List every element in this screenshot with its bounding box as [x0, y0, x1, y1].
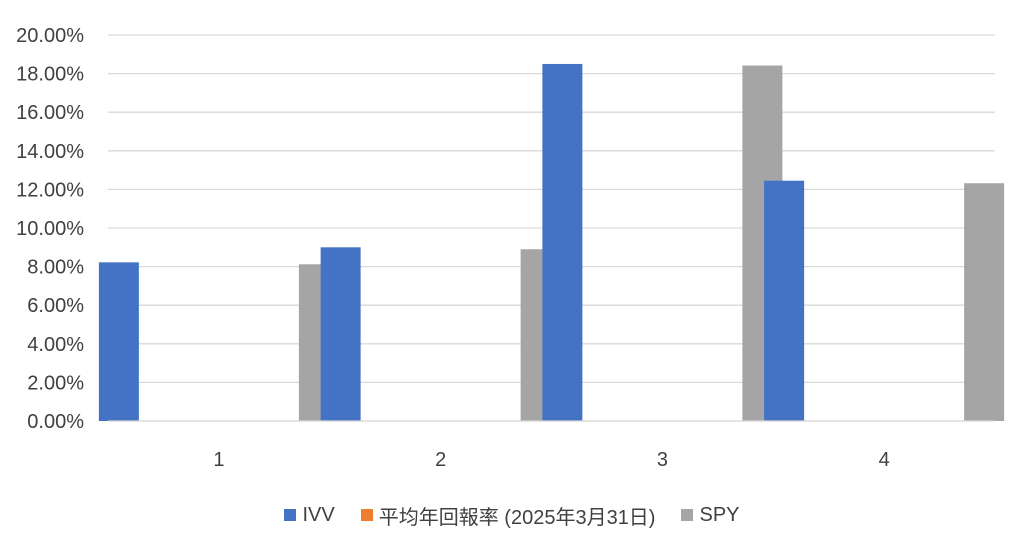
y-tick-label: 8.00% — [27, 257, 84, 279]
bar-spy-4 — [964, 183, 1005, 421]
legend-label: IVV — [302, 503, 335, 526]
y-tick-label: 10.00% — [16, 218, 84, 240]
legend-label: SPY — [699, 503, 740, 526]
bar-ivv-1 — [98, 262, 139, 421]
legend-swatch — [284, 509, 297, 521]
bar-ivv-4 — [764, 180, 805, 421]
y-tick-label: 2.00% — [27, 372, 84, 394]
x-tick-label: 2 — [435, 449, 446, 471]
y-tick-label: 14.00% — [16, 141, 84, 163]
x-axis-tick-labels: 1 2 3 4 — [213, 449, 889, 471]
bar-ivv-2 — [320, 247, 361, 421]
y-tick-label: 18.00% — [16, 64, 84, 86]
y-tick-label: 12.00% — [16, 179, 84, 201]
x-tick-label: 1 — [213, 449, 224, 471]
y-tick-label: 6.00% — [27, 295, 84, 317]
legend-swatch — [360, 509, 373, 521]
x-tick-label: 4 — [879, 449, 890, 471]
legend-item: 平均年回報率 (2025年3月31日) — [360, 501, 656, 530]
y-tick-label: 0.00% — [27, 411, 84, 433]
x-tick-label: 3 — [657, 449, 668, 471]
legend-item: SPY — [681, 503, 740, 527]
chart-legend: IVV 平均年回報率 (2025年3月31日) SPY — [0, 500, 1024, 530]
bar-ivv-3 — [542, 63, 583, 421]
y-tick-label: 4.00% — [27, 334, 84, 356]
legend-swatch — [681, 509, 694, 521]
y-tick-label: 20.00% — [16, 25, 84, 47]
legend-item: IVV — [284, 503, 335, 527]
y-tick-label: 16.00% — [16, 102, 84, 124]
legend-label: 平均年回報率 (2025年3月31日) — [378, 506, 656, 529]
bars — [98, 63, 1005, 422]
y-axis-tick-labels: 0.00% 2.00% 4.00% 6.00% 8.00% 10.00% 12.00% 14.… — [16, 25, 84, 433]
